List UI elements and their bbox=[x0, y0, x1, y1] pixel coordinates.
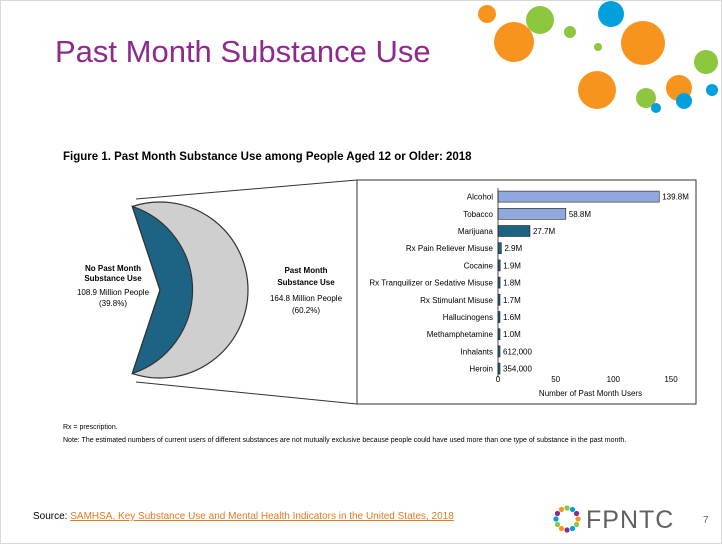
connector-line-top bbox=[135, 179, 358, 200]
fpntc-logo-icon bbox=[553, 505, 581, 533]
bar-2 bbox=[497, 225, 531, 237]
bar-value-label: 1.9M bbox=[503, 261, 521, 270]
bar-value-label: 354,000 bbox=[503, 365, 532, 374]
dot-green-edge bbox=[694, 50, 718, 74]
brand-name: FPNTC bbox=[586, 506, 675, 534]
dot-blue-small bbox=[676, 93, 692, 109]
logo-dot bbox=[569, 506, 576, 513]
connector-line-bottom bbox=[135, 381, 358, 405]
bar-category-label: Marijuana bbox=[458, 227, 494, 236]
pie-slice-use bbox=[131, 205, 194, 375]
pie-connector bbox=[135, 179, 358, 405]
x-tick-label: 150 bbox=[664, 375, 678, 384]
logo-dot bbox=[553, 516, 559, 522]
pie-label-use-1: Past Month bbox=[284, 266, 327, 275]
dot-orange-small bbox=[478, 5, 496, 23]
source-label: Source: bbox=[33, 511, 71, 522]
bar-value-label: 612,000 bbox=[503, 347, 532, 356]
dot-blue-medium bbox=[598, 1, 624, 27]
pie-value-use: 164.8 Million People bbox=[270, 294, 343, 303]
pie-label-no-use-2: Substance Use bbox=[84, 274, 142, 283]
pie-label-use-2: Substance Use bbox=[277, 278, 335, 287]
bar-value-label: 1.7M bbox=[503, 296, 521, 305]
bar-value-label: 1.8M bbox=[503, 279, 521, 288]
bar-value-label: 139.8M bbox=[662, 193, 689, 202]
logo-dot bbox=[564, 527, 570, 533]
dot-green-tiny bbox=[594, 43, 602, 51]
x-axis-title: Number of Past Month Users bbox=[539, 389, 642, 398]
footnote-rx: Rx = prescription. bbox=[63, 424, 118, 431]
logo-dot bbox=[558, 525, 565, 532]
bar-category-label: Hallucinogens bbox=[443, 313, 493, 322]
x-tick-label: 0 bbox=[496, 375, 501, 384]
x-tick-label: 50 bbox=[551, 375, 560, 384]
bar-category-label: Alcohol bbox=[467, 193, 493, 202]
bar-3 bbox=[497, 242, 502, 254]
pie-pct-no-use: (39.8%) bbox=[99, 299, 127, 308]
dot-orange-large-2 bbox=[621, 21, 665, 65]
bar-value-label: 58.8M bbox=[569, 210, 592, 219]
dot-blue-tiny bbox=[651, 103, 661, 113]
footnote-note: Note: The estimated numbers of current u… bbox=[63, 437, 627, 444]
logo-dot bbox=[573, 521, 580, 528]
dot-orange-large bbox=[494, 22, 534, 62]
dot-green-small bbox=[564, 26, 576, 38]
bar-category-label: Heroin bbox=[469, 365, 493, 374]
bar-category-label: Tobacco bbox=[463, 210, 493, 219]
bar-category-label: Inhalants bbox=[461, 347, 493, 356]
source-link[interactable]: SAMHSA, Key Substance Use and Mental Hea… bbox=[70, 511, 454, 522]
logo-dot bbox=[573, 510, 580, 517]
decorative-dots bbox=[478, 1, 718, 113]
bar-chart: Alcohol 139.8M Tobacco 58.8M Marijuana 27.7M R… bbox=[356, 179, 697, 405]
bar-1 bbox=[497, 208, 567, 220]
source-line: Source: SAMHSA, Key Substance Use and Me… bbox=[33, 511, 454, 522]
bar-value-label: 1.6M bbox=[503, 313, 521, 322]
x-tick-label: 100 bbox=[607, 375, 621, 384]
bar-category-label: Cocaine bbox=[464, 261, 494, 270]
bar-category-label: Methamphetamine bbox=[427, 330, 494, 339]
bar-category-label: Rx Tranquilizer or Sedative Misuse bbox=[369, 279, 493, 288]
dot-green-medium bbox=[636, 88, 656, 108]
bar-category-label: Rx Stimulant Misuse bbox=[420, 296, 493, 305]
dot-blue-edge bbox=[706, 84, 718, 96]
page-number: 7 bbox=[703, 515, 709, 526]
dot-green-large bbox=[526, 6, 554, 34]
dot-orange-medium bbox=[578, 71, 616, 109]
logo-dot bbox=[575, 516, 581, 522]
pie-label-no-use-1: No Past Month bbox=[85, 264, 141, 273]
logo-dot bbox=[554, 510, 561, 517]
figure-title: Figure 1. Past Month Substance Use among… bbox=[63, 151, 472, 163]
bar-category-label: Rx Pain Reliever Misuse bbox=[406, 244, 494, 253]
bar-0 bbox=[497, 190, 660, 203]
pie-pct-use: (60.2%) bbox=[292, 306, 320, 315]
logo-dot bbox=[558, 506, 565, 513]
pie-value-no-use: 108.9 Million People bbox=[77, 288, 150, 297]
bar-value-label: 1.0M bbox=[503, 330, 521, 339]
logo-dot bbox=[564, 505, 570, 511]
logo-dot bbox=[554, 521, 561, 528]
bar-value-label: 27.7M bbox=[533, 227, 556, 236]
slide-title: Past Month Substance Use bbox=[55, 34, 431, 69]
bar-value-label: 2.9M bbox=[504, 244, 522, 253]
logo-dot bbox=[569, 525, 576, 532]
